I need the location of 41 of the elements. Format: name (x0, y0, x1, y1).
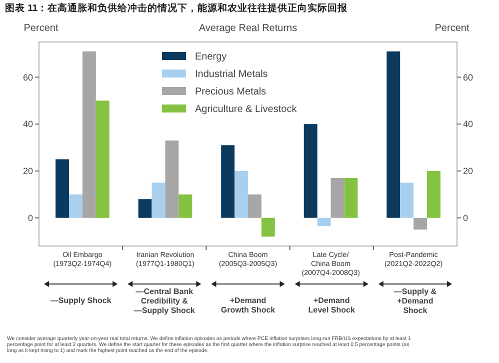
text: +Demand Growth Shock (220, 296, 276, 314)
y2-tick-label: 40 (463, 119, 474, 130)
bar (386, 51, 400, 218)
bar (56, 159, 70, 218)
legend-label: Precious Metals (195, 86, 266, 98)
bar (234, 170, 248, 218)
y2-tick-label: 0 (463, 213, 468, 224)
bar (82, 51, 96, 218)
bar (330, 178, 344, 218)
legend-label: Agriculture & Livestock (195, 104, 298, 115)
y2-tick-label: 20 (463, 166, 474, 176)
bar (414, 218, 427, 230)
bar (69, 194, 82, 218)
y2-axis-title: Percent (434, 23, 470, 34)
text: —Supply & +Demand Shock (394, 287, 437, 315)
bar (96, 100, 110, 218)
bar (165, 140, 179, 218)
chart-subtitle: Average Real Returns (198, 23, 298, 34)
bar (426, 170, 440, 218)
bar (152, 182, 166, 218)
bar (344, 178, 358, 218)
bar (221, 145, 235, 218)
y2-tick-label: 60 (463, 72, 474, 82)
legend-label: Energy (195, 52, 227, 62)
y-axis-title: Percent (24, 23, 58, 34)
bar (400, 182, 414, 218)
chart-title: 图表 11：在高通胀和负供给冲击的情况下，能源和农业往往提供正向实际回报 (5, 2, 349, 14)
y-tick-label: 20 (22, 166, 33, 176)
bar (317, 218, 331, 226)
bar (248, 194, 262, 218)
bar (304, 124, 318, 218)
bar (178, 194, 192, 218)
text: +Demand Level Shock (308, 296, 356, 314)
y-tick-label: 0 (28, 213, 33, 224)
bar (261, 218, 275, 237)
legend-label: Industrial Metals (195, 69, 268, 80)
text: —Central Bank Credibility & —Supply Shock (134, 287, 196, 315)
bar (138, 199, 152, 218)
y-tick-label: 40 (22, 119, 33, 130)
text: —Supply Shock (50, 296, 112, 305)
y-tick-label: 60 (22, 72, 33, 82)
